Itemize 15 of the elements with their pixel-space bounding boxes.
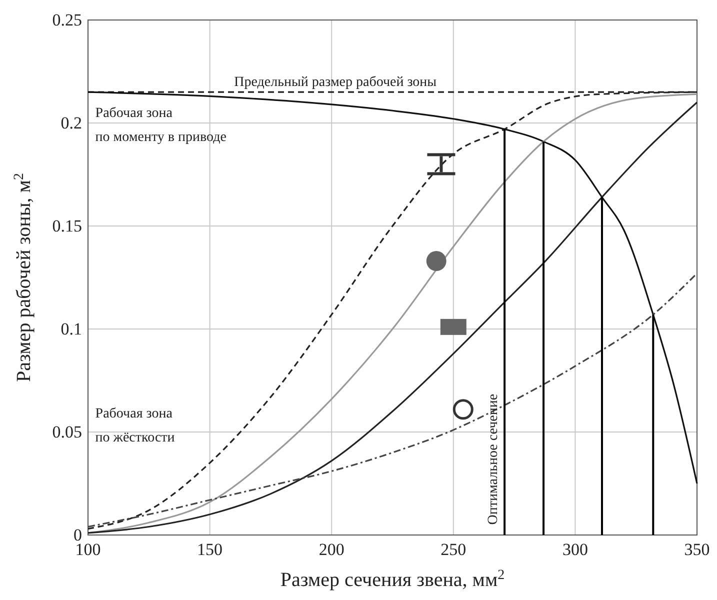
x-tick-label: 200	[318, 540, 344, 560]
y-tick-label: 0.05	[52, 422, 82, 442]
annotation: Рабочая зона по жёсткости	[95, 406, 176, 446]
annotation: Оптимальное сечение	[486, 394, 502, 525]
y-tick-label: 0.15	[52, 216, 82, 236]
y-tick-label: 0.2	[60, 113, 82, 132]
x-tick-label: 300	[562, 540, 588, 560]
x-tick-label: 250	[440, 540, 466, 560]
x-tick-label: 150	[197, 540, 223, 560]
x-axis-title: Размер сечения звена, мм$^{2}$	[280, 568, 505, 591]
annotation: Предельный размер рабочей зоны	[234, 74, 438, 90]
y-tick-label: 0.25	[52, 10, 82, 30]
y-tick-label: 0.1	[60, 319, 82, 338]
annotation: Рабочая зона по моменту в приводе	[95, 106, 226, 145]
x-tick-label: 350	[684, 540, 710, 560]
